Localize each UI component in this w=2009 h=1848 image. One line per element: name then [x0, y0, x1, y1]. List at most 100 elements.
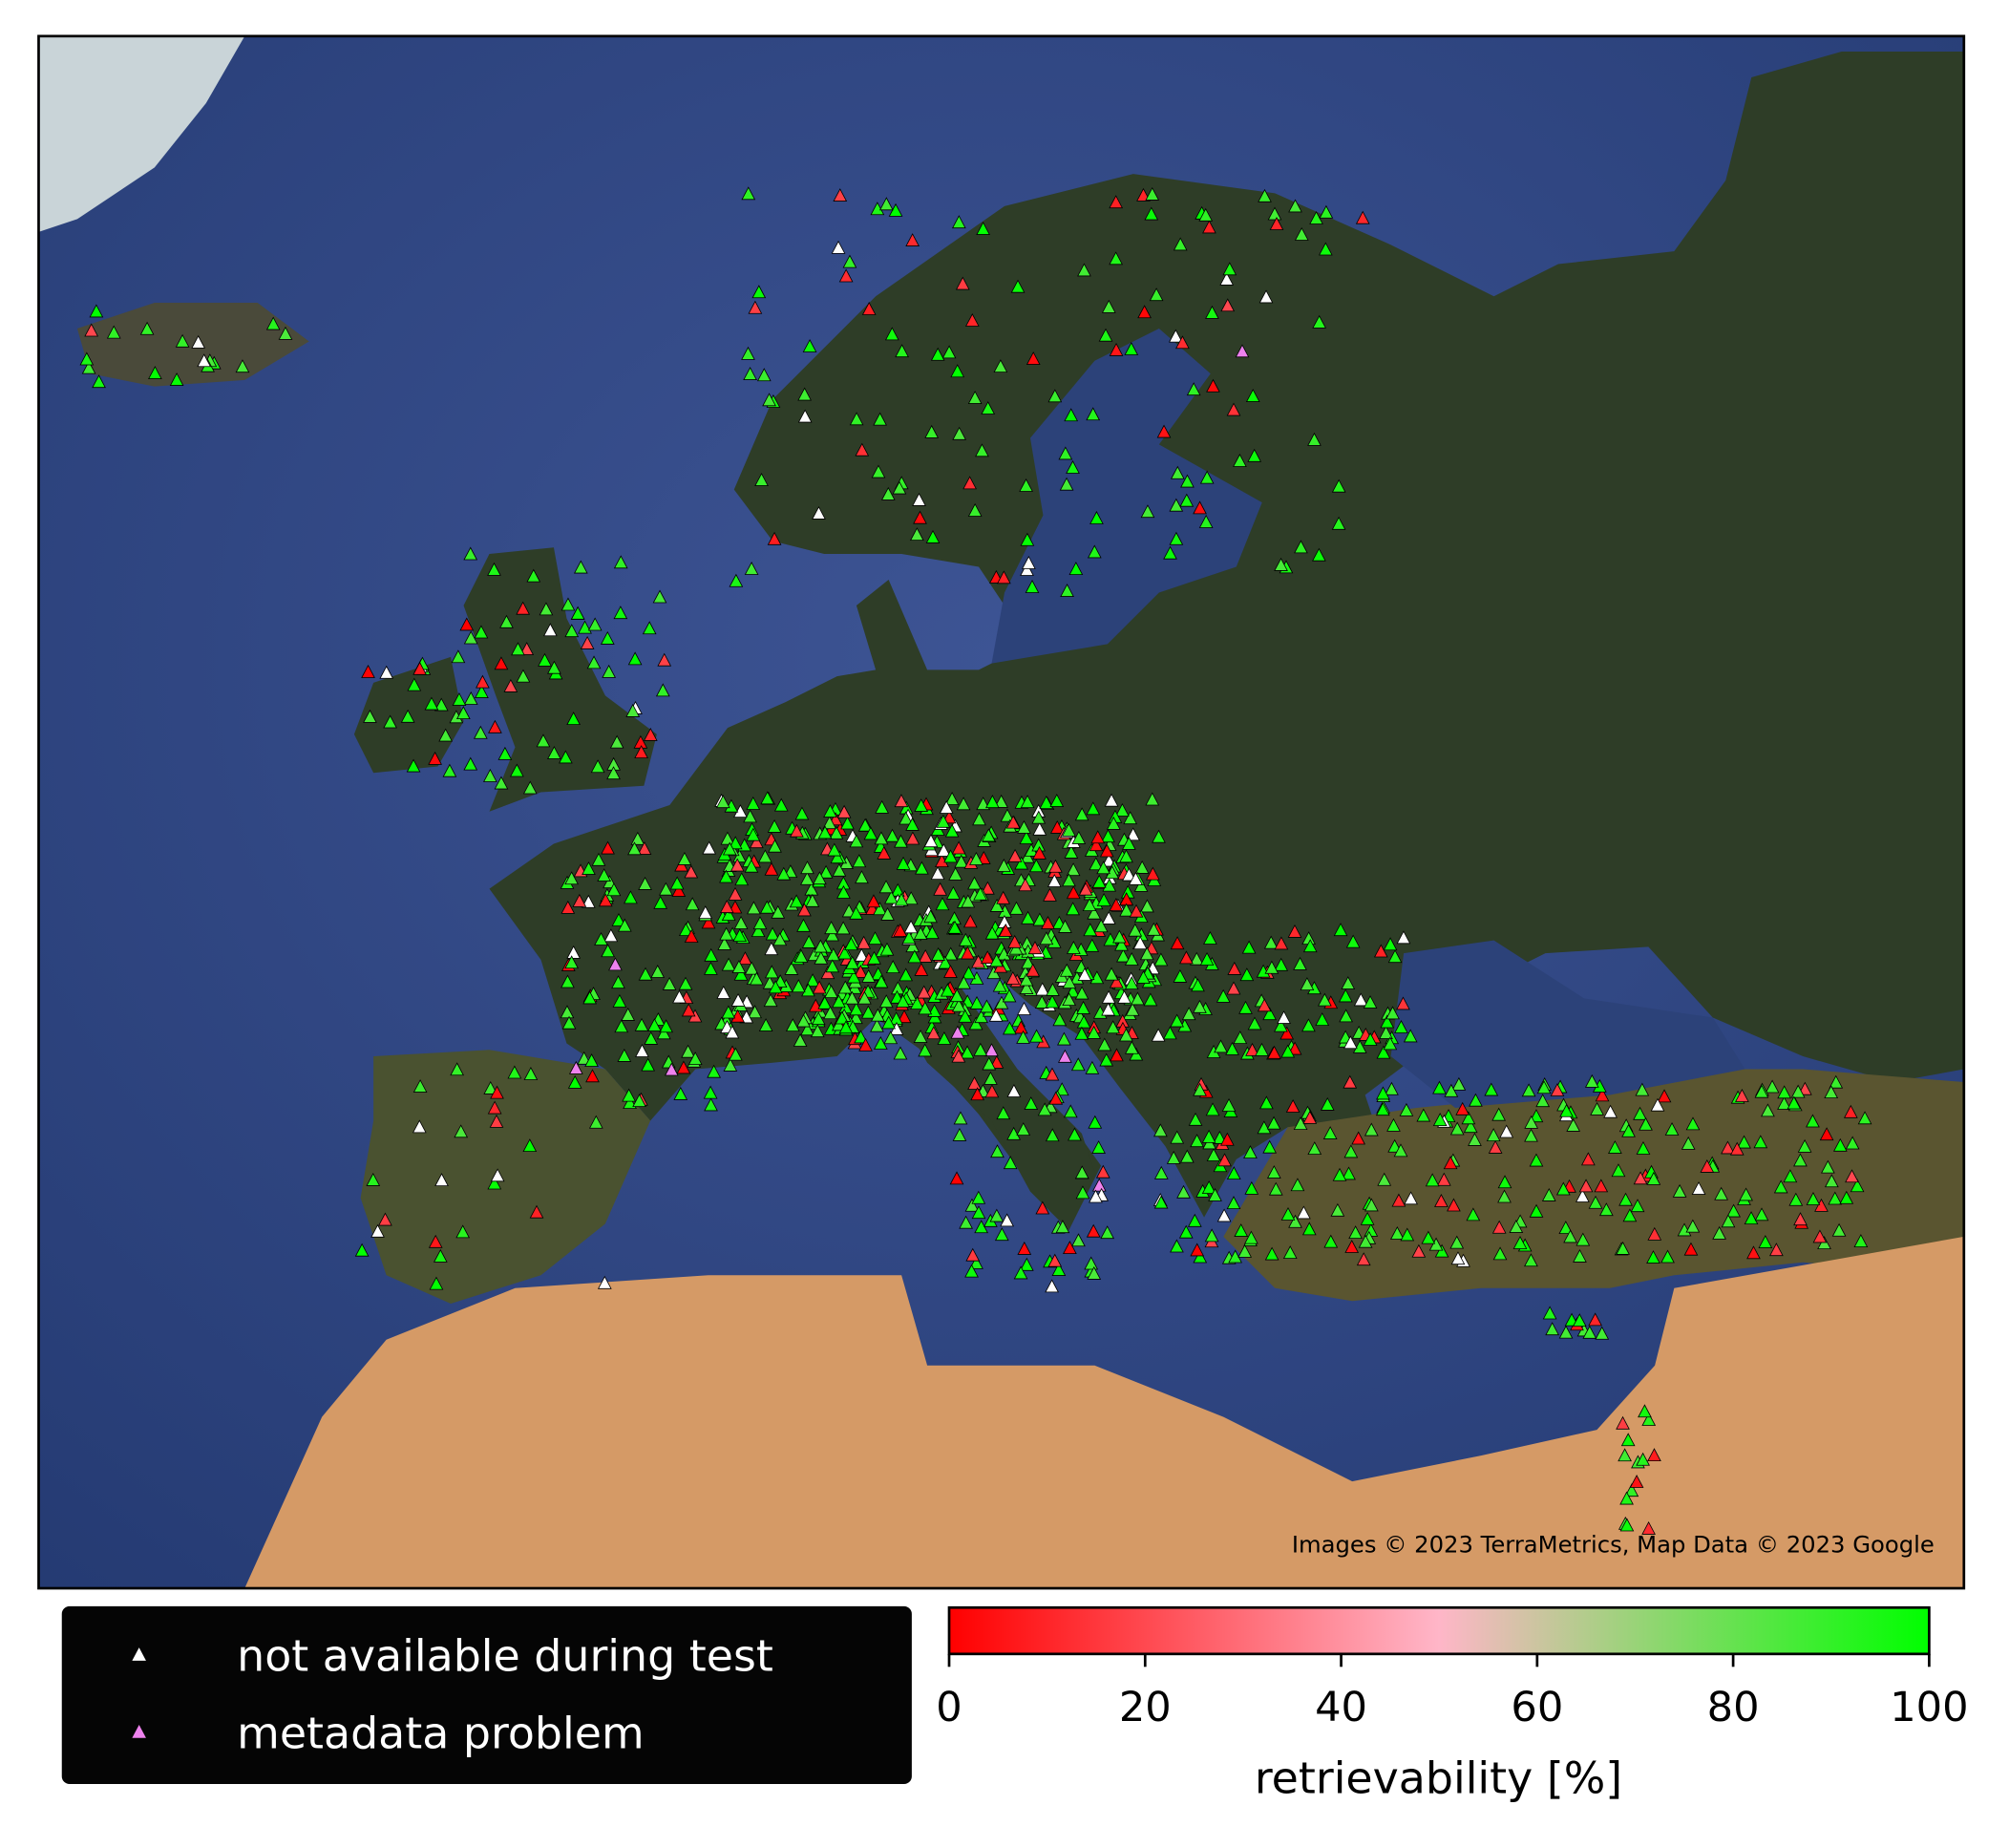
- station-marker: [1201, 1129, 1216, 1143]
- station-marker: [1126, 827, 1141, 841]
- station-marker: [733, 916, 749, 929]
- station-marker: [487, 1100, 502, 1115]
- station-marker: [1672, 1183, 1687, 1198]
- station-marker: [930, 347, 945, 361]
- station-marker: [1558, 1325, 1574, 1339]
- station-marker: [759, 900, 774, 914]
- legend: not available during test metadata proble…: [61, 1605, 912, 1785]
- station-marker: [438, 728, 454, 742]
- station-marker: [412, 1119, 427, 1134]
- station-marker: [564, 871, 579, 885]
- station-marker: [671, 883, 687, 897]
- station-marker: [1541, 1187, 1556, 1201]
- station-marker: [1143, 992, 1158, 1007]
- station-marker: [1152, 829, 1166, 843]
- station-marker: [647, 1018, 662, 1031]
- station-marker: [1057, 1031, 1071, 1046]
- station-marker: [925, 529, 941, 543]
- station-marker: [885, 960, 900, 974]
- station-marker: [1026, 963, 1041, 977]
- station-marker: [1199, 951, 1215, 966]
- station-marker: [1647, 1226, 1662, 1241]
- station-marker: [879, 942, 895, 956]
- station-marker: [606, 766, 621, 780]
- station-marker: [516, 669, 531, 683]
- station-marker: [1331, 516, 1346, 530]
- station-marker: [751, 285, 767, 299]
- station-marker: [1020, 532, 1035, 546]
- station-marker: [1344, 1240, 1360, 1253]
- colorbar-tick-label: 20: [1119, 1684, 1172, 1731]
- station-marker: [1391, 1193, 1406, 1207]
- sea-baltic: [991, 328, 1262, 664]
- station-marker: [1109, 251, 1124, 266]
- station-marker: [905, 233, 920, 246]
- station-marker: [454, 1124, 469, 1138]
- station-marker: [874, 974, 889, 988]
- station-marker: [1432, 1113, 1448, 1127]
- station-marker: [1084, 1256, 1099, 1270]
- station-marker: [964, 313, 980, 327]
- station-marker: [1199, 470, 1215, 484]
- station-marker: [455, 706, 471, 720]
- station-marker: [1819, 1127, 1834, 1141]
- station-marker: [1363, 1032, 1378, 1046]
- station-marker: [909, 527, 924, 542]
- station-marker: [940, 983, 955, 997]
- station-marker: [1247, 448, 1262, 462]
- station-marker: [878, 994, 894, 1009]
- station-marker: [1455, 1101, 1470, 1115]
- station-marker: [1714, 1186, 1728, 1200]
- station-marker: [1353, 992, 1368, 1007]
- station-marker: [564, 624, 580, 638]
- station-marker: [950, 1025, 965, 1039]
- station-marker: [1434, 1194, 1449, 1207]
- station-marker: [1068, 562, 1084, 576]
- station-marker: [936, 843, 951, 857]
- station-marker: [1163, 1026, 1177, 1040]
- station-marker: [1003, 1021, 1017, 1035]
- station-marker: [1214, 1039, 1228, 1053]
- station-marker: [1151, 1028, 1166, 1042]
- station-marker: [960, 1045, 975, 1059]
- station-marker: [914, 962, 929, 976]
- station-marker: [1145, 792, 1160, 806]
- station-marker: [970, 1087, 984, 1101]
- station-marker: [637, 841, 652, 855]
- station-marker: [733, 966, 749, 981]
- station-marker: [1360, 1211, 1375, 1225]
- station-marker: [1685, 1219, 1701, 1233]
- station-marker: [1793, 1153, 1808, 1167]
- station-marker: [943, 849, 958, 863]
- station-marker: [725, 1025, 740, 1039]
- station-marker: [1109, 342, 1124, 356]
- station-marker: [1198, 514, 1214, 528]
- station-marker: [1364, 1198, 1379, 1212]
- station-marker: [1222, 262, 1237, 276]
- station-marker: [1824, 1174, 1839, 1188]
- station-marker: [800, 1022, 814, 1036]
- station-marker: [855, 442, 870, 457]
- station-marker: [597, 868, 612, 882]
- station-marker: [842, 254, 857, 268]
- station-marker: [794, 806, 810, 820]
- station-marker: [1301, 1018, 1316, 1032]
- station-marker: [363, 709, 377, 723]
- station-marker: [1193, 1082, 1207, 1096]
- station-marker: [624, 890, 638, 904]
- station-marker: [1083, 923, 1098, 937]
- station-marker: [1179, 950, 1194, 965]
- station-marker: [704, 1097, 718, 1112]
- station-marker: [1031, 810, 1047, 824]
- station-marker: [1312, 547, 1326, 562]
- station-marker: [993, 359, 1008, 373]
- station-marker: [1235, 344, 1250, 358]
- station-marker: [1297, 1205, 1311, 1220]
- station-marker: [722, 841, 737, 856]
- station-marker: [617, 1048, 632, 1062]
- station-marker: [716, 985, 731, 999]
- station-marker: [434, 1173, 449, 1187]
- station-marker: [905, 817, 920, 831]
- station-marker: [561, 1015, 577, 1030]
- station-marker: [899, 967, 914, 982]
